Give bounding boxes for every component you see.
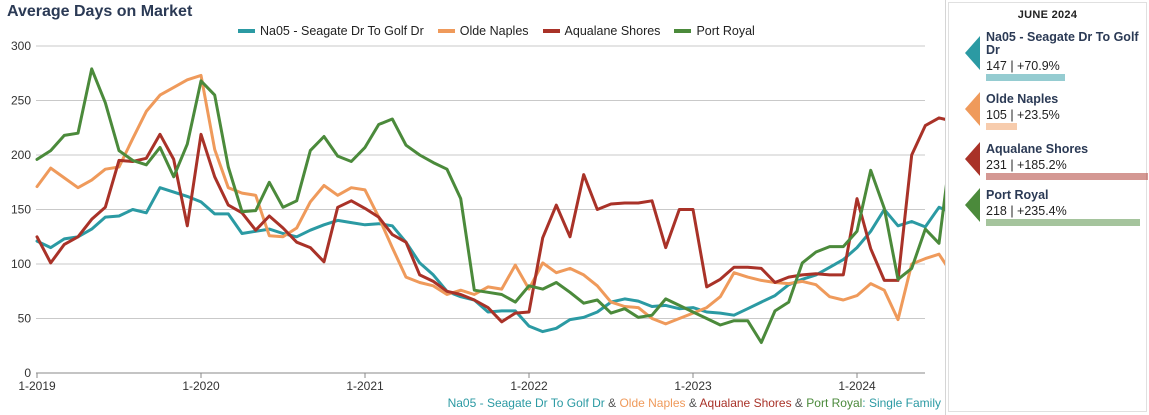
legend-label-olde-naples: Olde Naples [459, 24, 529, 38]
summary-bar [986, 219, 1140, 226]
chart-area: Average Days on Market Na05 - Seagate Dr… [7, 3, 945, 410]
x-tick-label: 1-2023 [674, 379, 712, 393]
summary-bar [986, 123, 1017, 130]
series-line-aqua [35, 116, 945, 324]
x-tick-label: 1-2020 [182, 379, 220, 393]
y-tick-label: 300 [11, 39, 31, 53]
chart-title: Average Days on Market [7, 3, 193, 20]
line-chart: 0 50 100 150 200 250 300 1-2019 1-2020 1-2021 1-20… [11, 39, 945, 393]
summary-name: Aqualane Shores [986, 142, 1089, 156]
footnote-na05: Na05 - Seagate Dr To Golf Dr [447, 396, 605, 410]
summary-panel: JUNE 2024 Na05 - Seagate Dr To Golf Dr 14… [948, 2, 1148, 412]
series-line-olde [35, 73, 945, 326]
x-tick-label: 1-2019 [18, 379, 56, 393]
legend-item-na05[interactable]: Na05 - Seagate Dr To Golf Dr [238, 24, 424, 38]
summary-bar [986, 173, 1148, 180]
footnote-separator: & [791, 396, 807, 410]
x-tick-label: 1-2021 [346, 379, 384, 393]
chart-footnote: Na05 - Seagate Dr To Golf Dr & Olde Napl… [448, 396, 941, 410]
footnote-separator: & [685, 396, 700, 410]
y-tick-label: 200 [11, 148, 31, 162]
summary-value: 105 | +23.5% [986, 108, 1060, 122]
summary-pointer-icon [965, 141, 980, 176]
footnote-olde: Olde Naples [619, 396, 686, 410]
legend-label-aqualane-shores: Aqualane Shores [564, 24, 661, 38]
footnote-separator: & [604, 396, 620, 410]
summary-value: 147 | +70.9% [986, 59, 1060, 73]
y-tick-label: 100 [11, 257, 31, 271]
legend-label-port-royal: Port Royal [696, 24, 755, 38]
legend-swatch-aqualane-shores [542, 29, 560, 33]
legend-swatch-olde-naples [437, 29, 455, 33]
footnote-na05: : Single Family [862, 396, 941, 410]
legend-item-olde-naples[interactable]: Olde Naples [437, 24, 529, 38]
summary-name: Port Royal [986, 188, 1049, 202]
summary-pointer-icon [965, 91, 980, 126]
panel-divider [945, 0, 946, 415]
summary-bar [986, 74, 1065, 81]
legend-swatch-na05 [238, 29, 255, 33]
series-line-na05 [35, 186, 945, 334]
legend-swatch-port-royal [674, 29, 692, 33]
y-tick-label: 150 [11, 203, 31, 217]
footnote-port: Port Royal [806, 396, 863, 410]
y-tick-label: 50 [18, 312, 32, 326]
legend-label-na05: Na05 - Seagate Dr To Golf Dr [260, 24, 424, 38]
y-tick-label: 250 [11, 94, 31, 108]
summary-pointer-icon [965, 187, 980, 222]
summary-name: Na05 - Seagate Dr To Golf Dr [986, 30, 1139, 57]
summary-name: Olde Naples [986, 92, 1059, 106]
y-tick-label: 0 [24, 366, 31, 380]
legend-item-aqualane-shores[interactable]: Aqualane Shores [542, 24, 661, 38]
chart-legend: Na05 - Seagate Dr To Golf Dr Olde Naples… [238, 24, 755, 38]
summary-pointer-icon [965, 36, 980, 70]
legend-item-port-royal[interactable]: Port Royal [674, 24, 755, 38]
x-tick-label: 1-2022 [510, 379, 548, 393]
footnote-aqua: Aqualane Shores [699, 396, 792, 410]
summary-value: 231 | +185.2% [986, 158, 1067, 172]
summary-date: JUNE 2024 [1017, 9, 1078, 21]
x-tick-label: 1-2024 [838, 379, 876, 393]
series-line-port [35, 67, 945, 344]
summary-value: 218 | +235.4% [986, 204, 1067, 218]
